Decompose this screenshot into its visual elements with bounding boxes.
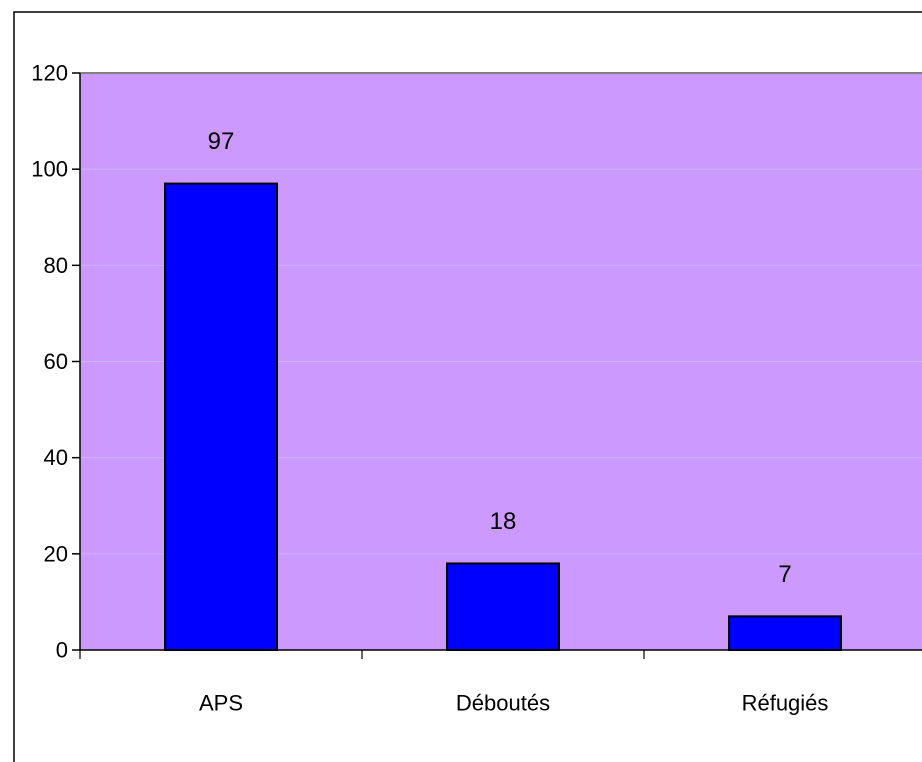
data-label: 18 [490,508,517,535]
data-labels: 97 18 7 [208,128,792,588]
y-tick-label: 100 [31,157,68,182]
y-tick-label: 80 [44,253,68,278]
bar [446,562,560,652]
y-tick-label: 0 [56,638,68,663]
bar [728,615,842,652]
y-axis-ticks: 0 20 40 60 80 100 120 [31,61,80,663]
y-tick-label: 40 [44,445,68,470]
x-tick-label: Réfugiés [742,691,829,716]
x-tick-label: Déboutés [456,691,550,716]
y-tick-label: 60 [44,349,68,374]
bars [164,182,842,652]
data-label: 7 [778,561,791,588]
y-tick-label: 20 [44,541,68,566]
x-tick-label: APS [199,691,243,716]
x-axis-ticks: APS Déboutés Réfugiés [79,650,829,716]
y-tick-label: 120 [31,61,68,86]
bar [164,182,278,651]
data-label: 97 [208,128,235,155]
